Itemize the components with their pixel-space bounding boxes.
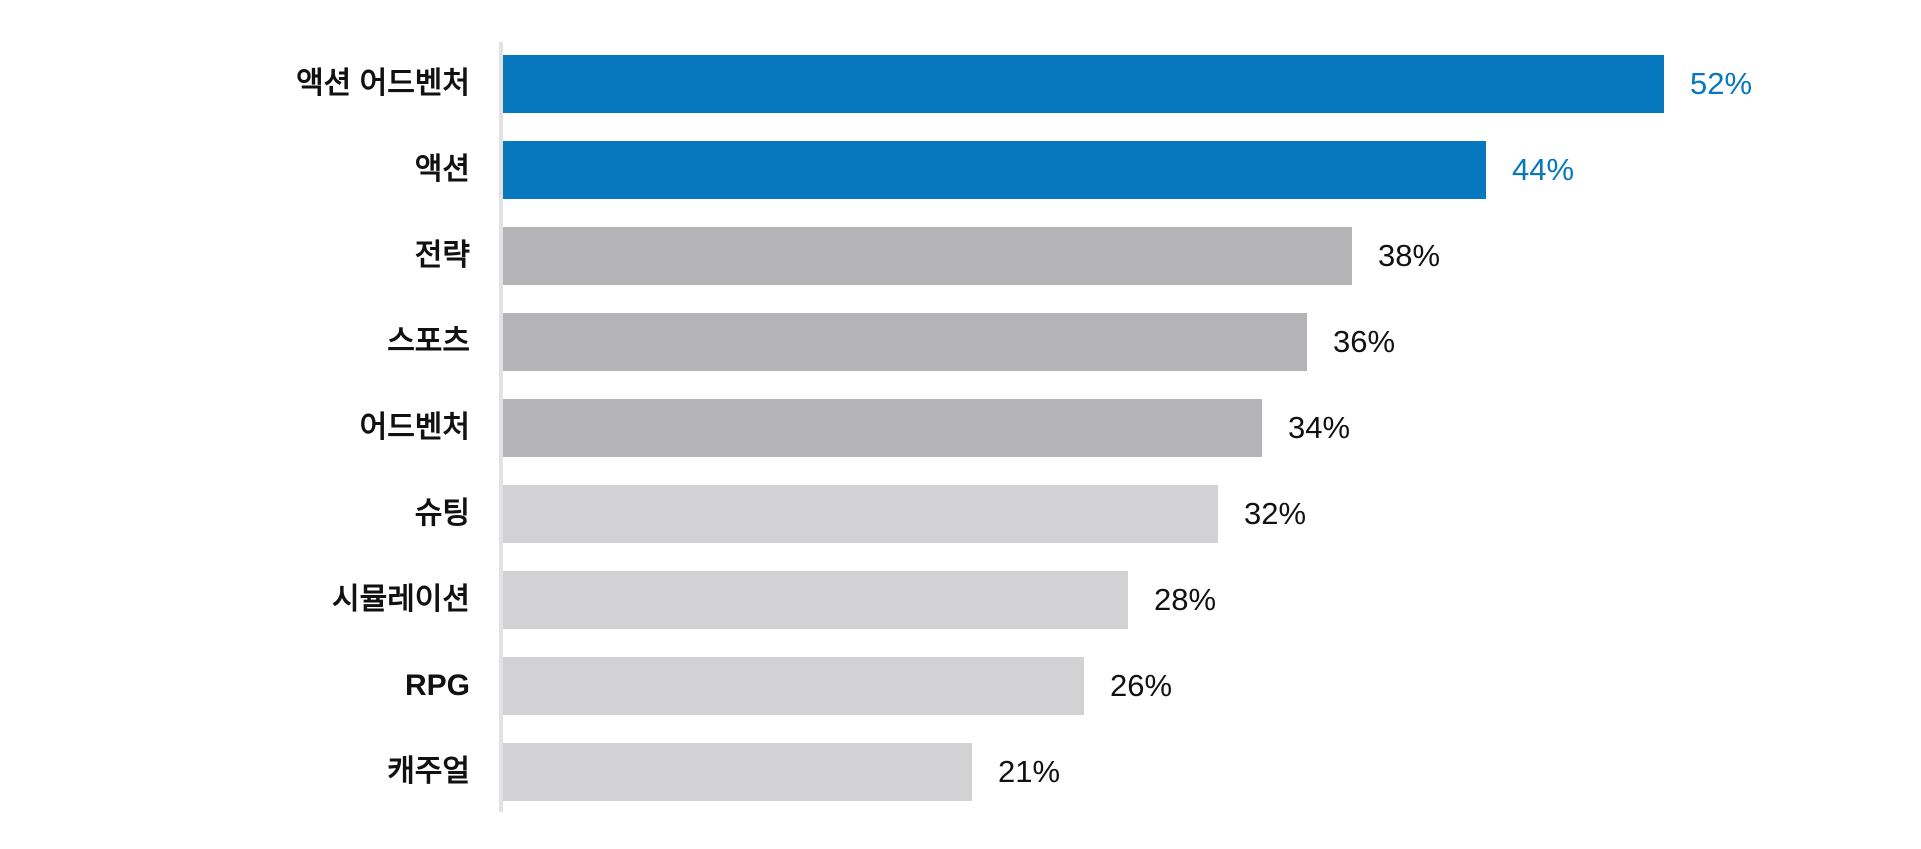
value-label: 21% [998, 754, 1061, 789]
value-label: 28% [1154, 582, 1217, 617]
category-label: 액션 어드벤처 [296, 67, 470, 100]
bar [503, 571, 1128, 629]
bar [503, 743, 972, 801]
category-label: 캐주얼 [387, 755, 470, 788]
bar [503, 55, 1664, 113]
category-label: 슈팅 [414, 497, 470, 530]
category-axis-line [499, 42, 503, 812]
bar [503, 227, 1352, 285]
value-label: 44% [1512, 152, 1575, 187]
bar [503, 485, 1218, 543]
value-label: 36% [1333, 324, 1396, 359]
category-label: RPG [404, 669, 470, 702]
category-label: 액션 [414, 153, 470, 186]
category-label: 전략 [414, 239, 470, 272]
value-label: 52% [1690, 66, 1753, 101]
value-label: 38% [1378, 238, 1441, 273]
category-label: 어드벤처 [359, 411, 470, 444]
value-label: 32% [1244, 496, 1307, 531]
bar [503, 657, 1084, 715]
value-label: 34% [1288, 410, 1351, 445]
bar [503, 399, 1262, 457]
value-label: 26% [1110, 668, 1173, 703]
category-label: 시뮬레이션 [332, 583, 470, 616]
bar [503, 313, 1307, 371]
category-label: 스포츠 [387, 325, 470, 358]
bar [503, 141, 1486, 199]
